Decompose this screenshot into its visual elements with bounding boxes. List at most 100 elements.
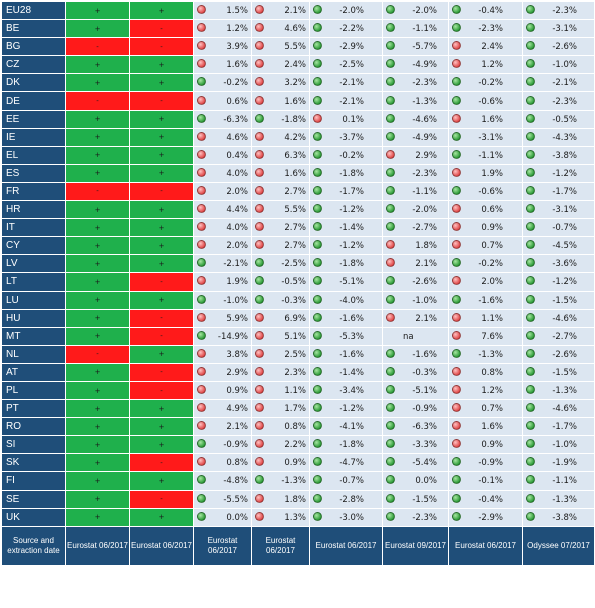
value-cell-6: -0.5% [522, 109, 595, 129]
source-col-1: Eurostat 06/2017 [65, 525, 130, 566]
value-text: 1.9% [226, 277, 248, 288]
value-text: -0.7% [552, 223, 577, 234]
green-dot-icon [526, 421, 535, 431]
value-text: 1.8% [284, 494, 306, 505]
value-cell-4: -1.3% [382, 91, 449, 111]
value-text: 1.1% [284, 386, 306, 397]
value-cell-4: -2.3% [382, 163, 449, 183]
green-dot-icon [452, 185, 461, 195]
red-dot-icon [452, 403, 461, 413]
value-cell-4: 2.9% [382, 145, 449, 165]
red-dot-icon [197, 421, 206, 431]
value-cell-4: -1.0% [382, 290, 449, 310]
trend-flag-1: + [65, 19, 130, 39]
value-text: 2.7% [284, 186, 306, 197]
green-dot-icon [313, 167, 322, 177]
value-text: -1.5% [412, 494, 437, 505]
value-cell-6: -3.6% [522, 254, 595, 274]
table-row: PL + - 0.9% 1.1% -3.4% -5.1% 1.2% -1.3% [1, 380, 595, 401]
green-dot-icon [313, 77, 322, 87]
value-cell-3: -2.8% [309, 489, 383, 509]
source-col-2: Eurostat 06/2017 [129, 525, 194, 566]
value-text: 3.8% [226, 349, 248, 360]
value-cell-3: -3.0% [309, 507, 383, 527]
green-dot-icon [526, 475, 535, 485]
green-dot-icon [386, 385, 395, 395]
value-cell-1: 1.6% [193, 55, 252, 75]
country-code: IE [1, 127, 66, 147]
red-dot-icon [452, 276, 461, 286]
value-text: -1.4% [339, 367, 364, 378]
value-text: -3.8% [552, 150, 577, 161]
value-text: -2.5% [281, 259, 306, 270]
value-text: -4.5% [552, 241, 577, 252]
value-text: -2.9% [339, 42, 364, 53]
trend-flag-1: + [65, 200, 130, 220]
value-text: -2.6% [412, 277, 437, 288]
value-cell-5: 1.6% [448, 109, 523, 129]
green-dot-icon [386, 511, 395, 521]
value-text: -1.8% [339, 440, 364, 451]
value-cell-5: -0.4% [448, 0, 523, 21]
value-cell-1: 4.0% [193, 163, 252, 183]
green-dot-icon [526, 149, 535, 159]
value-cell-5: 0.6% [448, 200, 523, 220]
green-dot-icon [386, 421, 395, 431]
value-text: -2.9% [478, 512, 503, 523]
value-cell-5: -1.6% [448, 290, 523, 310]
red-dot-icon [452, 421, 461, 431]
red-dot-icon [197, 41, 206, 51]
value-text: 6.9% [284, 313, 306, 324]
green-dot-icon [313, 403, 322, 413]
red-dot-icon [452, 312, 461, 322]
country-code: LU [1, 290, 66, 310]
trend-flag-2: - [129, 362, 194, 382]
value-cell-2: -0.5% [251, 272, 310, 292]
value-text: -4.3% [552, 132, 577, 143]
value-cell-5: 0.7% [448, 236, 523, 256]
trend-flag-2: + [129, 417, 194, 437]
value-cell-1: 0.8% [193, 453, 252, 473]
red-dot-icon [197, 366, 206, 376]
country-code: FI [1, 471, 66, 491]
red-dot-icon [197, 403, 206, 413]
value-text: 2.4% [284, 60, 306, 71]
red-dot-icon [255, 348, 264, 358]
value-text: 0.7% [481, 241, 503, 252]
value-text: 0.1% [342, 114, 364, 125]
red-dot-icon [452, 240, 461, 250]
green-dot-icon [526, 294, 535, 304]
value-text: na [403, 331, 414, 342]
value-text: -14.9% [217, 331, 248, 342]
green-dot-icon [386, 457, 395, 467]
value-cell-4: -2.3% [382, 507, 449, 527]
green-dot-icon [313, 312, 322, 322]
table-row: CZ + +1.6% 2.4% -2.5% -4.9% 1.2% -1.0% [1, 55, 595, 75]
value-cell-5: -0.2% [448, 254, 523, 274]
value-text: -1.2% [552, 168, 577, 179]
green-dot-icon [452, 475, 461, 485]
value-cell-2: 1.6% [251, 163, 310, 183]
value-cell-2: 5.5% [251, 200, 310, 220]
value-text: 2.4% [481, 42, 503, 53]
value-cell-1: 2.0% [193, 236, 252, 256]
value-text: 1.9% [481, 168, 503, 179]
green-dot-icon [313, 457, 322, 467]
value-cell-1: -1.0% [193, 290, 252, 310]
value-cell-1: -4.8% [193, 471, 252, 491]
value-text: -4.6% [552, 404, 577, 415]
value-text: -2.0% [412, 205, 437, 216]
value-cell-1: 5.9% [193, 308, 252, 328]
value-cell-6: -3.8% [522, 507, 595, 527]
value-cell-3: -1.8% [309, 435, 383, 455]
value-cell-1: 1.2% [193, 19, 252, 39]
value-cell-6: -3.1% [522, 200, 595, 220]
value-text: -1.1% [412, 24, 437, 35]
value-cell-4: -4.6% [382, 109, 449, 129]
value-cell-2: 1.3% [251, 507, 310, 527]
green-dot-icon [197, 511, 206, 521]
value-cell-1: 1.9% [193, 272, 252, 292]
table-row: FI + + -4.8% -1.3% -0.7% 0.0% -0.1% -1.1% [1, 471, 595, 491]
value-text: -0.7% [339, 476, 364, 487]
value-text: -2.3% [552, 6, 577, 17]
